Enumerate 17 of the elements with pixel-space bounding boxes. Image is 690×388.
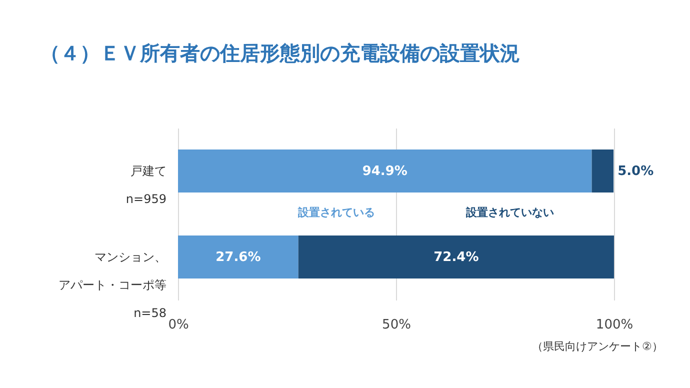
series-label: 設置されている [296,206,375,219]
data-label: 27.6% [216,250,261,265]
y-tick-label: マンション、アパート・コーポ等 n=58 [58,250,166,320]
data-label: 94.9% [362,164,408,179]
series-label: 設置されていない [465,206,554,219]
data-label: 72.4% [434,250,479,265]
y-tick-label: 戸建て n=959 [126,164,166,206]
x-tick-label: 100% [596,318,634,332]
bar [178,236,298,278]
bar [592,150,614,192]
chart-title: （４）ＥＶ所有者の住居形態別の充電設備の設置状況 [40,40,520,67]
x-tick-label: 0% [168,318,189,332]
text: （県民向けアンケート②） [532,339,663,354]
x-tick-label: 50% [382,318,411,332]
data-label: 5.0% [618,164,654,179]
bar [298,236,614,278]
bar [178,150,592,192]
